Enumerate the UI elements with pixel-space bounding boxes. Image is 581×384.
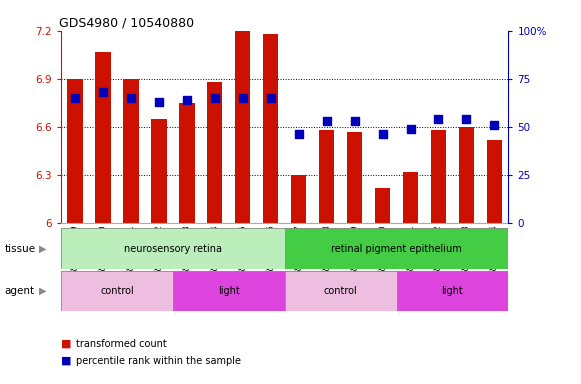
Point xyxy=(70,95,80,101)
Bar xyxy=(431,130,446,223)
Bar xyxy=(61,228,285,269)
Point xyxy=(462,116,471,122)
Point xyxy=(434,116,443,122)
Text: ■: ■ xyxy=(61,356,71,366)
Bar xyxy=(459,127,474,223)
Text: light: light xyxy=(442,286,463,296)
Text: agent: agent xyxy=(5,286,35,296)
Text: retinal pigment epithelium: retinal pigment epithelium xyxy=(331,243,462,254)
Bar xyxy=(67,79,83,223)
Point xyxy=(238,95,248,101)
Text: transformed count: transformed count xyxy=(76,339,166,349)
Text: control: control xyxy=(100,286,134,296)
Bar xyxy=(61,271,173,311)
Point xyxy=(490,122,499,128)
Bar xyxy=(375,187,390,223)
Bar xyxy=(291,175,306,223)
Bar xyxy=(123,79,139,223)
Point xyxy=(126,95,135,101)
Text: light: light xyxy=(218,286,239,296)
Bar xyxy=(207,82,223,223)
Bar xyxy=(179,103,195,223)
Bar xyxy=(487,139,502,223)
Point xyxy=(406,126,415,132)
Text: tissue: tissue xyxy=(5,243,36,254)
Bar xyxy=(285,228,508,269)
Text: control: control xyxy=(324,286,357,296)
Point xyxy=(294,131,303,137)
Bar xyxy=(235,31,250,223)
Point xyxy=(182,97,192,103)
Text: neurosensory retina: neurosensory retina xyxy=(124,243,222,254)
Bar xyxy=(263,34,278,223)
Point xyxy=(210,95,220,101)
Text: ■: ■ xyxy=(61,339,71,349)
Text: ▶: ▶ xyxy=(39,243,46,254)
Bar xyxy=(151,119,167,223)
Bar xyxy=(285,271,397,311)
Bar xyxy=(95,51,110,223)
Bar xyxy=(319,130,334,223)
Text: ▶: ▶ xyxy=(39,286,46,296)
Bar xyxy=(173,271,285,311)
Text: percentile rank within the sample: percentile rank within the sample xyxy=(76,356,241,366)
Point xyxy=(322,118,331,124)
Point xyxy=(154,99,163,105)
Point xyxy=(378,131,387,137)
Point xyxy=(98,89,107,95)
Point xyxy=(350,118,359,124)
Text: GDS4980 / 10540880: GDS4980 / 10540880 xyxy=(59,17,194,30)
Bar xyxy=(403,172,418,223)
Bar xyxy=(397,271,508,311)
Point xyxy=(266,95,275,101)
Bar xyxy=(347,132,363,223)
